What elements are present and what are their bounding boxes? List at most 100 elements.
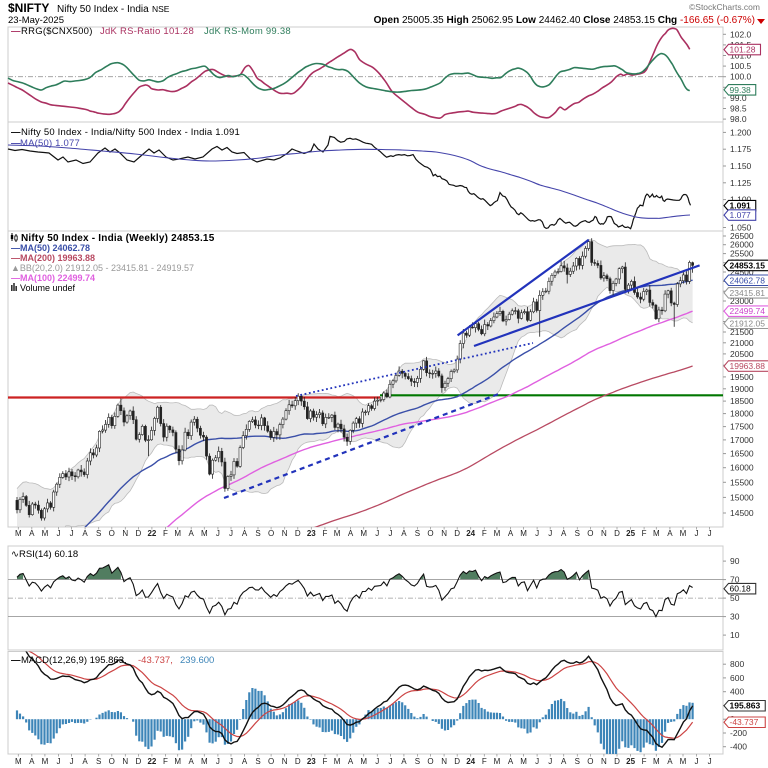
svg-text:19963.88: 19963.88: [730, 361, 766, 371]
svg-text:400: 400: [730, 687, 744, 697]
svg-text:F: F: [163, 757, 168, 766]
svg-text:JdK RS-Ratio 101.28: JdK RS-Ratio 101.28: [100, 26, 194, 37]
svg-text:A: A: [189, 757, 195, 766]
svg-text:A: A: [561, 529, 567, 538]
svg-text:90: 90: [730, 556, 740, 566]
svg-text:23: 23: [307, 757, 316, 766]
svg-text:N: N: [601, 529, 607, 538]
svg-text:N: N: [282, 757, 288, 766]
svg-text:J: J: [216, 757, 220, 766]
svg-text:J: J: [695, 529, 699, 538]
svg-text:30: 30: [730, 612, 740, 622]
svg-text:24: 24: [466, 529, 475, 538]
svg-text:—: —: [11, 26, 21, 37]
svg-text:Nifty 50 Index - India/Nifty 5: Nifty 50 Index - India/Nifty 500 Index -…: [21, 127, 240, 138]
svg-text:A: A: [401, 757, 407, 766]
svg-text:F: F: [642, 529, 647, 538]
svg-text:M: M: [15, 757, 22, 766]
svg-text:1.200: 1.200: [730, 127, 752, 137]
svg-text:24: 24: [466, 757, 475, 766]
svg-text:—: —: [11, 138, 21, 149]
svg-text:J: J: [375, 757, 379, 766]
svg-text:15500: 15500: [730, 477, 754, 487]
svg-text:J: J: [388, 757, 392, 766]
svg-text:A: A: [348, 757, 354, 766]
svg-text:Nifty 50 Index - India (Weekly: Nifty 50 Index - India (Weekly) 24853.15: [21, 233, 215, 244]
svg-text:M: M: [680, 529, 687, 538]
svg-text:—: —: [11, 127, 21, 138]
svg-text:A: A: [401, 529, 407, 538]
svg-text:99.38: 99.38: [730, 85, 752, 95]
svg-text:18000: 18000: [730, 409, 754, 419]
svg-text:M: M: [520, 757, 527, 766]
svg-text:D: D: [614, 757, 620, 766]
svg-text:—: —: [11, 273, 20, 283]
svg-text:M: M: [520, 529, 527, 538]
svg-text:A: A: [189, 529, 195, 538]
svg-text:M: M: [42, 757, 49, 766]
svg-text:1.050: 1.050: [730, 223, 752, 233]
svg-text:60.18: 60.18: [730, 584, 752, 594]
svg-text:A: A: [508, 757, 514, 766]
svg-text:25: 25: [626, 757, 635, 766]
svg-text:MA(50) 24062.78: MA(50) 24062.78: [20, 243, 90, 253]
svg-text:19000: 19000: [730, 384, 754, 394]
svg-text:20500: 20500: [730, 349, 754, 359]
svg-text:A: A: [242, 757, 248, 766]
svg-text:19500: 19500: [730, 372, 754, 382]
svg-text:600: 600: [730, 673, 744, 683]
svg-text:—: —: [11, 243, 20, 253]
svg-text:D: D: [136, 757, 142, 766]
svg-text:J: J: [708, 529, 712, 538]
svg-text:J: J: [70, 529, 74, 538]
svg-text:M: M: [334, 757, 341, 766]
svg-text:F: F: [482, 529, 487, 538]
svg-text:1.175: 1.175: [730, 144, 752, 154]
svg-text:A: A: [242, 529, 248, 538]
svg-text:1.100: 1.100: [730, 195, 752, 205]
svg-text:M: M: [494, 529, 501, 538]
svg-text:100.5: 100.5: [730, 61, 752, 71]
svg-text:M: M: [334, 529, 341, 538]
svg-text:N: N: [122, 529, 128, 538]
svg-text:23-May-2025: 23-May-2025: [8, 15, 64, 26]
svg-text:S: S: [575, 529, 580, 538]
svg-text:MA(100) 22499.74: MA(100) 22499.74: [20, 273, 95, 283]
svg-text:A: A: [82, 757, 88, 766]
svg-text:98.0: 98.0: [730, 114, 747, 124]
svg-text:24062.78: 24062.78: [730, 275, 766, 285]
svg-text:F: F: [482, 757, 487, 766]
svg-text:A: A: [667, 757, 673, 766]
svg-text:21912.05: 21912.05: [730, 318, 766, 328]
svg-text:O: O: [427, 757, 433, 766]
svg-text:M: M: [174, 757, 181, 766]
svg-text:10: 10: [730, 630, 740, 640]
svg-text:J: J: [388, 529, 392, 538]
svg-text:22: 22: [147, 529, 156, 538]
svg-text:D: D: [454, 757, 460, 766]
svg-text:N: N: [282, 529, 288, 538]
svg-text:J: J: [375, 529, 379, 538]
svg-text:S: S: [96, 757, 101, 766]
svg-text:24500: 24500: [730, 267, 754, 277]
svg-text:J: J: [708, 757, 712, 766]
svg-text:S: S: [575, 757, 580, 766]
svg-text:1.091: 1.091: [730, 201, 752, 211]
svg-text:Nifty 50 Index - India: Nifty 50 Index - India: [57, 4, 149, 15]
svg-text:25: 25: [626, 529, 635, 538]
svg-text:J: J: [216, 529, 220, 538]
svg-text:O: O: [268, 757, 274, 766]
svg-text:14500: 14500: [730, 508, 754, 518]
svg-text:N: N: [441, 757, 447, 766]
svg-text:J: J: [57, 757, 61, 766]
svg-text:∿RSI(14) 60.18: ∿RSI(14) 60.18: [11, 549, 78, 560]
svg-text:J: J: [70, 757, 74, 766]
svg-text:RRG($CNX500): RRG($CNX500): [21, 26, 93, 37]
svg-text:▲BB(20,2.0) 21912.05 - 23415.8: ▲BB(20,2.0) 21912.05 - 23415.81 - 24919.…: [11, 263, 194, 273]
svg-text:S: S: [415, 757, 420, 766]
svg-text:M: M: [15, 529, 22, 538]
svg-text:17000: 17000: [730, 435, 754, 445]
svg-text:S: S: [255, 529, 260, 538]
svg-text:-43.737: -43.737: [730, 717, 759, 727]
svg-text:21500: 21500: [730, 327, 754, 337]
